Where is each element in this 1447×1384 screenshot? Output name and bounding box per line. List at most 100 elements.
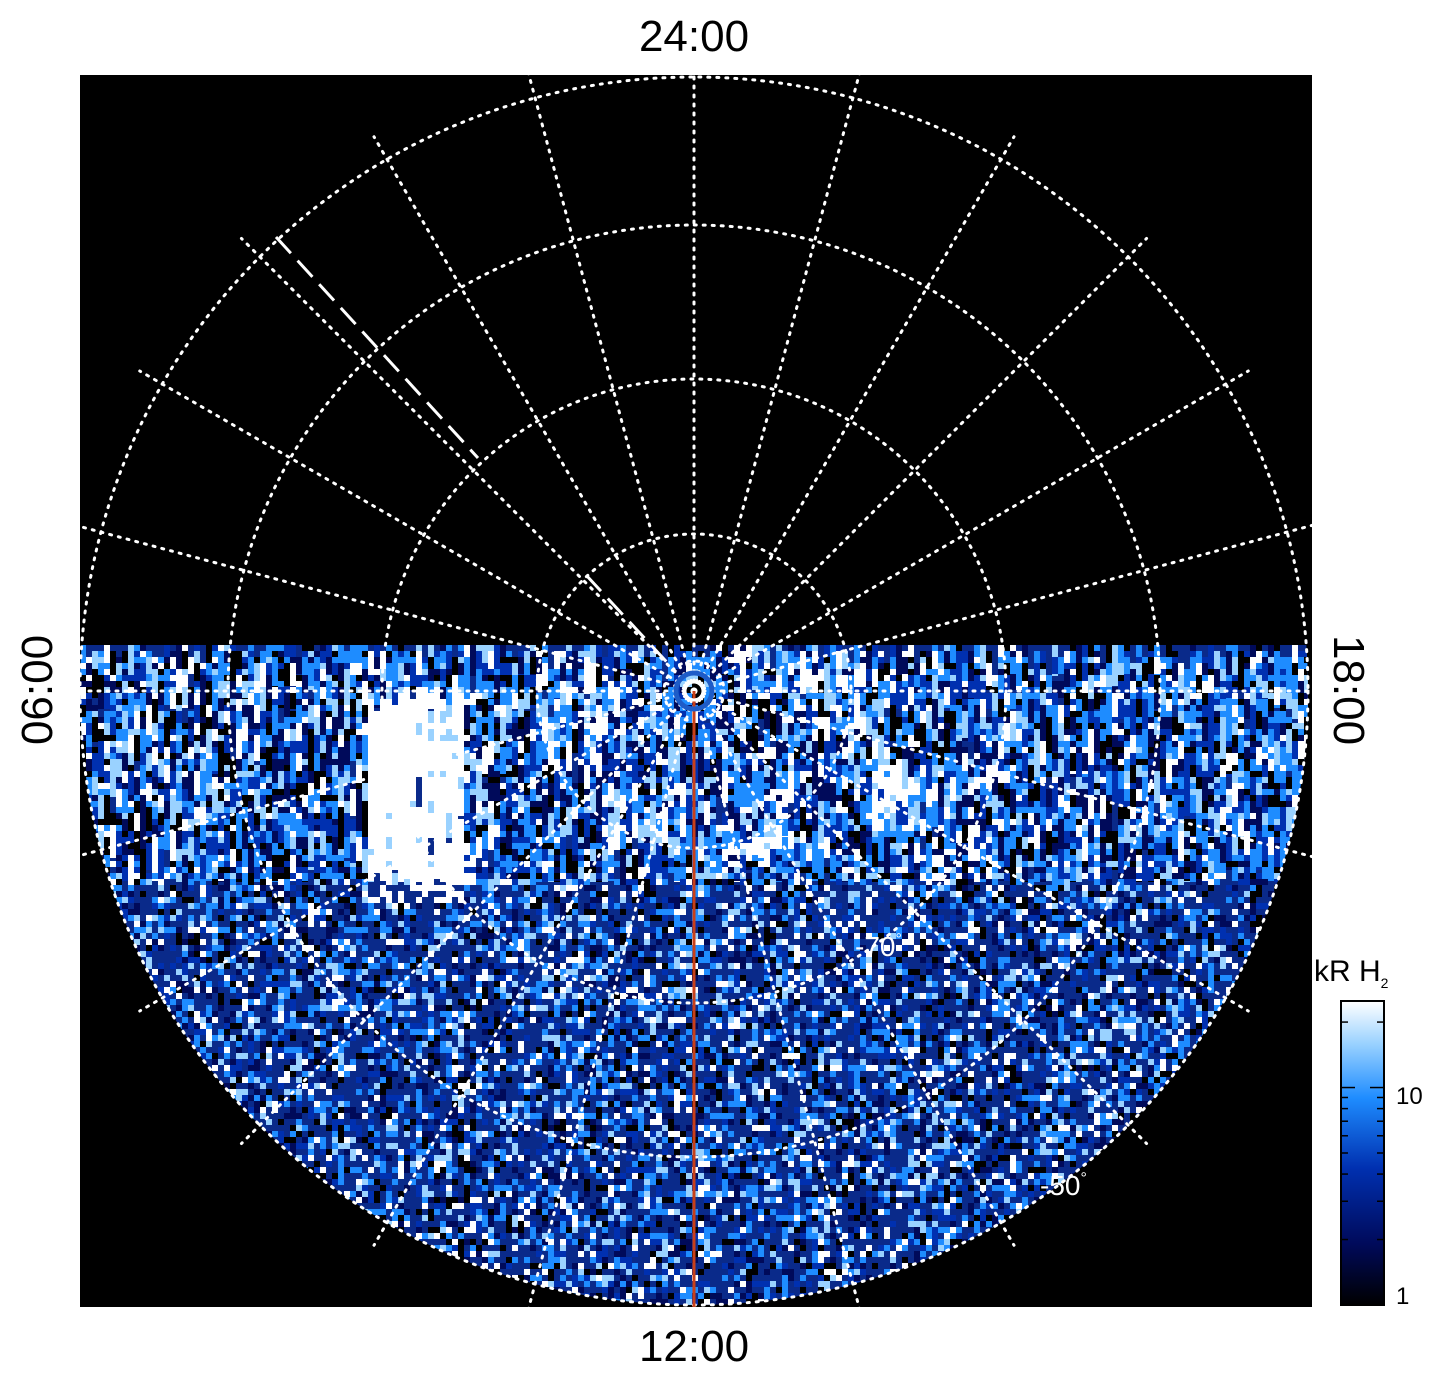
emission-pixel (296, 867, 302, 873)
emission-pixel (416, 693, 422, 709)
emission-pixel (152, 873, 158, 879)
emission-pixel (932, 675, 938, 708)
emission-pixel (944, 687, 950, 705)
emission-pixel (392, 687, 398, 705)
emission-pixel (1232, 783, 1238, 809)
emission-pixel (1022, 699, 1028, 719)
emission-pixel (722, 657, 728, 674)
emission-pixel (122, 861, 128, 867)
emission-pixel (830, 729, 836, 753)
emission-pixel (1148, 657, 1154, 674)
emission-pixel (848, 873, 854, 879)
emission-pixel (314, 861, 320, 867)
emission-pixel (428, 867, 434, 873)
emission-pixel (416, 873, 422, 879)
emission-pixel (1142, 663, 1148, 686)
emission-pixel (1058, 657, 1064, 674)
emission-pixel (1160, 861, 1166, 867)
emission-pixel (620, 687, 626, 705)
emission-pixel (1202, 861, 1208, 867)
emission-pixel (1040, 693, 1046, 709)
emission-pixel (878, 699, 884, 719)
emission-pixel (236, 861, 242, 867)
emission-pixel (494, 861, 500, 867)
emission-pixel (1046, 753, 1052, 771)
emission-pixel (1244, 699, 1250, 719)
emission-pixel (470, 645, 476, 676)
emission-pixel (224, 867, 230, 873)
emission-pixel (944, 753, 950, 771)
emission-pixel (548, 855, 554, 881)
emission-pixel (962, 711, 968, 738)
emission-pixel (230, 723, 236, 748)
emission-pixel (500, 855, 506, 881)
emission-pixel (104, 801, 110, 827)
emission-pixel (1106, 861, 1112, 867)
emission-pixel (1082, 753, 1088, 771)
emission-pixel (560, 663, 566, 686)
emission-pixel (224, 861, 230, 867)
emission-pixel (146, 693, 152, 709)
emission-pixel (1082, 867, 1088, 873)
emission-pixel (1172, 663, 1178, 686)
emission-pixel (710, 873, 716, 879)
emission-pixel (1286, 729, 1292, 753)
emission-pixel (524, 867, 530, 873)
emission-pixel (482, 861, 488, 867)
emission-pixel (194, 693, 200, 709)
emission-pixel (1184, 867, 1190, 873)
emission-pixel (416, 651, 422, 690)
emission-pixel (254, 867, 260, 873)
emission-pixel (962, 867, 968, 873)
emission-pixel (1064, 693, 1070, 709)
emission-pixel (1118, 645, 1124, 676)
emission-pixel (140, 861, 146, 867)
emission-pixel (164, 873, 170, 879)
emission-pixel (1196, 789, 1202, 816)
emission-pixel (974, 873, 980, 879)
emission-pixel (1208, 675, 1214, 708)
emission-pixel (1094, 861, 1100, 867)
emission-pixel (1106, 663, 1112, 686)
emission-pixel (260, 699, 266, 719)
emission-pixel (1136, 873, 1142, 879)
emission-pixel (590, 873, 596, 879)
emission-pixel (1064, 861, 1070, 867)
emission-pixel (470, 867, 476, 873)
emission-pixel (1256, 843, 1262, 863)
emission-pixel (812, 699, 818, 719)
emission-pixel (422, 867, 428, 873)
emission-pixel (236, 699, 242, 719)
emission-pixel (824, 867, 830, 873)
emission-pixel (428, 861, 434, 867)
emission-pixel (302, 861, 308, 867)
emission-pixel (230, 867, 236, 873)
emission-pixel (548, 861, 554, 867)
emission-pixel (662, 867, 668, 873)
emission-pixel (428, 693, 434, 709)
emission-pixel (1262, 681, 1268, 698)
emission-pixel (980, 645, 986, 676)
emission-pixel (524, 693, 530, 709)
emission-pixel (1184, 789, 1190, 816)
emission-pixel (290, 693, 296, 709)
emission-pixel (758, 867, 764, 873)
emission-pixel (266, 867, 272, 873)
emission-pixel (320, 687, 326, 705)
emission-pixel (818, 729, 824, 753)
emission-pixel (626, 807, 632, 835)
emission-pixel (278, 867, 284, 873)
emission-pixel (1232, 855, 1238, 881)
emission-pixel (914, 663, 920, 686)
emission-pixel (560, 837, 566, 858)
emission-pixel (434, 687, 440, 705)
emission-pixel (1064, 867, 1070, 873)
emission-pixel (836, 657, 842, 674)
emission-pixel (452, 867, 458, 873)
emission-pixel (1262, 867, 1268, 873)
emission-pixel (194, 861, 200, 867)
emission-pixel (920, 777, 926, 802)
emission-pixel (212, 873, 218, 879)
emission-pixel (1268, 837, 1274, 858)
emission-pixel (836, 867, 842, 873)
